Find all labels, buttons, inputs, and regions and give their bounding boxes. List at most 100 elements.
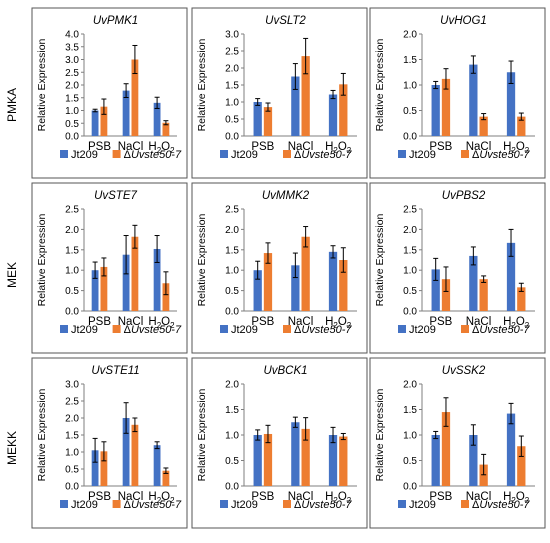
- bar-mutant-psb: [441, 412, 451, 486]
- x-tick-label: PSB: [251, 491, 274, 503]
- legend-swatch-jt209: [60, 150, 68, 158]
- y-tick-label: 2.0: [225, 64, 239, 75]
- bar-mutant-nacl: [479, 464, 488, 486]
- bar-jt209-nacl: [469, 435, 478, 486]
- bar-jt209-psb: [253, 270, 262, 311]
- y-tick-label: 1.5: [65, 93, 79, 104]
- y-axis-label: Relative Expression: [374, 213, 386, 306]
- y-tick-label: 0.0: [403, 482, 417, 493]
- legend-label-mutant: ΔUvste50-7: [472, 149, 530, 161]
- y-tick-label: 0.5: [403, 286, 417, 297]
- bar-mutant-h2o2: [339, 260, 348, 311]
- x-tick-label: PSB: [88, 316, 111, 328]
- x-tick-label: H2O2: [503, 491, 530, 505]
- panel-uvhog1: UvHOG1 Relative Expression 0.0 0.5 1.0 1.5 2.0…: [369, 7, 546, 179]
- panel-frame: [191, 357, 368, 529]
- bar-jt209-nacl: [291, 422, 300, 486]
- bar-jt209-nacl: [469, 255, 478, 311]
- y-tick-label: 1.5: [225, 81, 239, 92]
- x-tick-label: PSB: [429, 316, 452, 328]
- x-tick-label: NaCl: [288, 316, 314, 328]
- y-tick-label: 2.5: [225, 205, 239, 216]
- panel-frame: [191, 182, 368, 354]
- bar-mutant-psb: [441, 279, 451, 311]
- chart-title: UvSTE11: [91, 365, 139, 377]
- bar-jt209-h2o2: [153, 445, 161, 486]
- bar-jt209-h2o2: [506, 72, 516, 136]
- bar-mutant-psb: [100, 106, 108, 136]
- y-axis-label: Relative Expression: [196, 213, 208, 306]
- legend-label-mutant: ΔUvste50-7: [294, 149, 352, 161]
- panel-uvste11: UvSTE11 Relative Expression 0.0 0.5 1.0 1.5 2.…: [31, 357, 188, 529]
- bar-jt209-nacl: [122, 418, 130, 486]
- bar-jt209-nacl: [122, 254, 130, 311]
- legend-label-jt209: Jt209: [409, 499, 436, 511]
- y-tick-label: 1.5: [65, 431, 79, 442]
- panel-uvmmk2: UvMMK2 Relative Expression 0.0 0.5 1.0 1.5 2.0…: [191, 182, 368, 354]
- y-axis-label: Relative Expression: [374, 388, 386, 481]
- row-label-pmka: PMKA: [5, 88, 19, 122]
- row-label-mekk: MEKK: [5, 431, 19, 465]
- y-tick-label: 2.0: [403, 380, 417, 391]
- legend-swatch-jt209: [398, 325, 406, 333]
- panel-frame: [31, 182, 188, 354]
- bar-jt209-psb: [253, 435, 262, 486]
- legend-label-mutant: ΔUvste50-7: [472, 499, 530, 511]
- legend-label-jt209: Jt209: [71, 324, 98, 336]
- x-tick-label: PSB: [88, 141, 111, 153]
- bar-mutant-psb: [263, 253, 273, 311]
- legend-label-mutant: ΔUvste50-7: [124, 149, 182, 161]
- y-tick-label: 0.5: [225, 115, 239, 126]
- x-tick-label: PSB: [88, 491, 111, 503]
- bar-jt209-psb: [431, 85, 440, 136]
- y-tick-label: 1.0: [225, 98, 239, 109]
- bar-jt209-psb: [431, 269, 440, 311]
- y-tick-label: 0.5: [65, 119, 79, 130]
- legend-swatch-mutant: [283, 500, 291, 508]
- y-tick-label: 3.0: [65, 380, 79, 391]
- y-tick-label: 0.5: [65, 465, 79, 476]
- x-tick-label: PSB: [251, 141, 274, 153]
- y-tick-label: 0.0: [403, 132, 417, 143]
- y-tick-label: 0.0: [225, 482, 239, 493]
- bar-jt209-nacl: [291, 76, 300, 136]
- y-tick-label: 1.5: [403, 55, 417, 66]
- y-tick-label: 1.5: [403, 245, 417, 256]
- y-tick-label: 1.5: [225, 405, 239, 416]
- y-tick-label: 0.0: [65, 307, 79, 318]
- bar-mutant-nacl: [479, 116, 488, 136]
- y-tick-label: 2.0: [225, 380, 239, 391]
- chart-title: UvSLT2: [265, 15, 306, 27]
- y-tick-label: 1.0: [403, 431, 417, 442]
- bar-mutant-nacl: [131, 59, 139, 136]
- y-tick-label: 2.5: [65, 397, 79, 408]
- chart-title: UvPBS2: [442, 190, 486, 202]
- legend-swatch-mutant: [283, 150, 291, 158]
- y-tick-label: 1.0: [65, 106, 79, 117]
- y-tick-label: 1.5: [65, 245, 79, 256]
- legend-swatch-jt209: [398, 150, 406, 158]
- y-axis-label: Relative Expression: [36, 38, 48, 131]
- legend-label-jt209: Jt209: [71, 499, 98, 511]
- bar-jt209-h2o2: [506, 413, 516, 486]
- legend-swatch-mutant: [461, 150, 469, 158]
- x-tick-label: H2O2: [503, 316, 530, 330]
- panel-frame: [191, 7, 368, 179]
- y-tick-label: 2.0: [65, 414, 79, 425]
- y-tick-label: 1.0: [403, 266, 417, 277]
- y-tick-label: 2.5: [225, 47, 239, 58]
- legend-swatch-jt209: [220, 150, 228, 158]
- bar-jt209-h2o2: [153, 248, 161, 311]
- y-tick-label: 1.5: [403, 405, 417, 416]
- x-tick-label: H2O2: [325, 316, 352, 330]
- bar-jt209-psb: [91, 110, 99, 136]
- bar-jt209-psb: [91, 450, 99, 486]
- y-tick-label: 0.0: [65, 482, 79, 493]
- bar-jt209-psb: [91, 270, 99, 311]
- y-tick-label: 3.0: [65, 55, 79, 66]
- panel-frame: [31, 357, 188, 529]
- bar-mutant-h2o2: [162, 283, 170, 311]
- bar-jt209-h2o2: [328, 94, 338, 136]
- y-tick-label: 2.0: [65, 225, 79, 236]
- bar-mutant-nacl: [131, 424, 139, 486]
